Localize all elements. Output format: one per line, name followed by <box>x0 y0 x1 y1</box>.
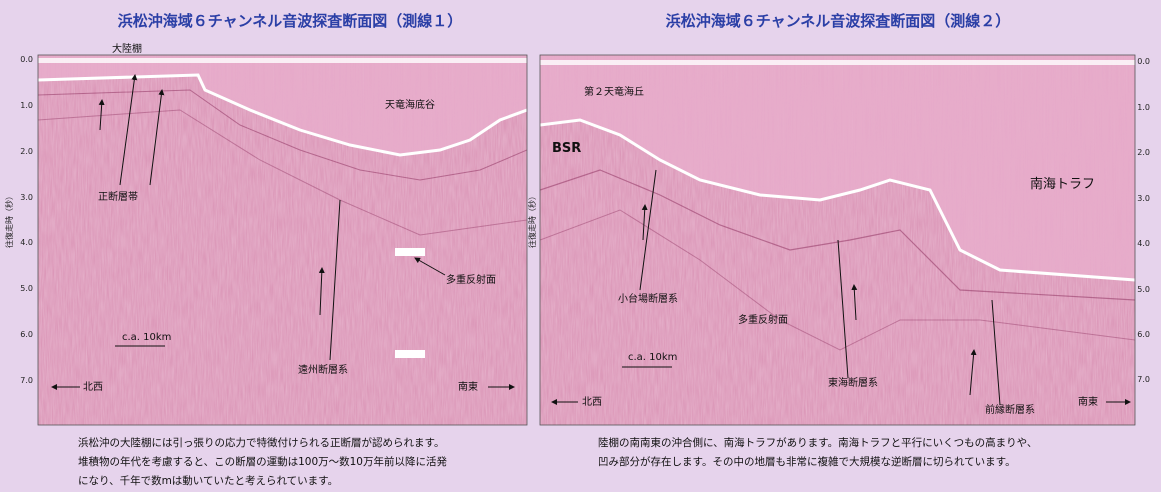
label: BSR <box>552 141 581 156</box>
seismic-section <box>38 55 527 425</box>
label: 前縁断層系 <box>985 403 1035 416</box>
label: 遠州断層系 <box>298 363 348 376</box>
label: 正断層帯 <box>98 190 138 203</box>
annotation-lines <box>51 74 515 390</box>
y-tick-label: 4.0 <box>20 238 33 247</box>
caption-line: 陸棚の南南東の沖合側に、南海トラフがあります。南海トラフと平行にいくつもの高まり… <box>598 436 1037 449</box>
label: 天竜海底谷 <box>385 98 435 111</box>
panel-title: 浜松沖海域６チャンネル音波探査断面図（測線２） <box>666 12 1011 30</box>
label: c.a. 10km <box>628 352 677 363</box>
label: 南海トラフ <box>1030 176 1095 192</box>
y-tick-label: 6.0 <box>20 330 33 339</box>
caption-line: 堆積物の年代を考慮すると、この断層の運動は100万～数10万年前以降に活発 <box>78 455 447 468</box>
y-tick-label: 2.0 <box>20 147 33 156</box>
y-tick-label: 6.0 <box>1137 330 1150 339</box>
label: 第２天竜海丘 <box>584 85 644 98</box>
annotation-lines <box>551 169 1131 406</box>
y-tick-label: 3.0 <box>20 193 33 202</box>
label: 多重反射面 <box>738 313 788 326</box>
label: 小台場断層系 <box>618 292 678 305</box>
y-tick-label: 4.0 <box>1137 239 1150 248</box>
axis-label: 往復走時（秒） <box>527 192 537 248</box>
label: c.a. 10km <box>122 332 171 343</box>
y-tick-label: 7.0 <box>20 376 33 385</box>
y-tick-label: 1.0 <box>20 101 33 110</box>
y-tick-label: 0.0 <box>20 55 33 64</box>
caption-line: 凹み部分が存在します。その中の地層も非常に複雑で大規模な逆断層に切られています。 <box>598 455 1016 468</box>
label: 北西 <box>582 396 602 408</box>
label: 南東 <box>1078 395 1098 408</box>
y-tick-label: 2.0 <box>1137 148 1150 157</box>
caption-line: 浜松沖の大陸棚には引っ張りの応力で特徴付けられる正断層が認められます。 <box>78 436 444 449</box>
label: 多重反射面 <box>446 273 496 286</box>
label: 東海断層系 <box>828 376 878 389</box>
seismic-section <box>540 55 1135 425</box>
y-tick-label: 5.0 <box>20 284 33 293</box>
y-tick-label: 0.0 <box>1137 57 1150 66</box>
axis-label: 往復走時（秒） <box>4 192 14 248</box>
y-tick-label: 3.0 <box>1137 194 1150 203</box>
panel-title: 浜松沖海域６チャンネル音波探査断面図（測線１） <box>118 12 463 30</box>
label: 南東 <box>458 380 478 393</box>
y-tick-label: 7.0 <box>1137 375 1150 384</box>
label: 北西 <box>83 381 103 393</box>
y-tick-label: 1.0 <box>1137 103 1150 112</box>
label: 大陸棚 <box>112 42 142 55</box>
caption-line: になり、千年で数mは動いていたと考えられています。 <box>78 474 338 487</box>
y-tick-label: 5.0 <box>1137 285 1150 294</box>
